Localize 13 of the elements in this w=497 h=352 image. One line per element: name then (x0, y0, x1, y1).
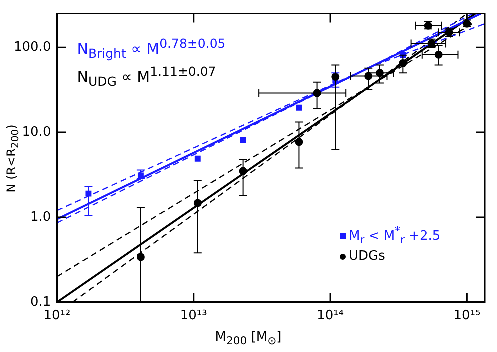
legend-label: M$_{r}$ < M$^{*}$$_{r}$ +2.5 (349, 224, 441, 246)
y-tick-label: 0.1 (30, 294, 52, 310)
legend-label: UDGs (349, 249, 386, 264)
x-tick-label: 10¹⁵ (454, 308, 481, 324)
x-axis-title: M$_{200}$ [M$_{⊙}$] (214, 330, 283, 348)
y-tick-label: 100.0 (14, 40, 52, 55)
x-tick-label: 10¹⁴ (317, 308, 344, 324)
y-tick-label: 1.0 (30, 210, 52, 225)
x-tick-label: 10¹² (44, 308, 71, 324)
annotation: N$_{UDG}$ ∝ M$^{1.11±0.07}$ (77, 64, 216, 89)
annotation: N$_{Bright}$ ∝ M$^{0.78±0.05}$ (77, 36, 226, 61)
x-tick-label: 10¹³ (180, 308, 208, 324)
y-tick-label: 10.0 (22, 124, 52, 140)
